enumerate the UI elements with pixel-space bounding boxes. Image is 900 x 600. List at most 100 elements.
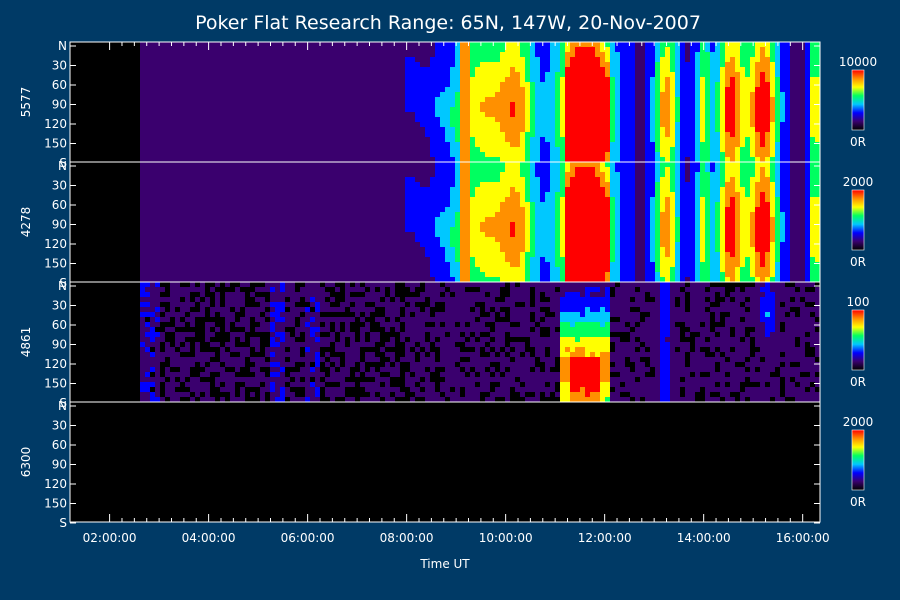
heatmap-cell — [480, 167, 485, 172]
heatmap-cell — [505, 97, 510, 102]
heatmap-cell — [425, 147, 430, 152]
heatmap-cell — [510, 87, 515, 92]
heatmap-cell — [410, 162, 415, 167]
heatmap-cell — [435, 77, 440, 82]
heatmap-cell — [720, 82, 725, 87]
heatmap-cell — [430, 47, 435, 52]
heatmap-cell — [285, 77, 290, 82]
heatmap-cell — [180, 152, 185, 157]
heatmap-cell — [175, 177, 180, 182]
heatmap-cell — [540, 102, 545, 107]
heatmap-cell — [430, 117, 435, 122]
heatmap-cell — [290, 52, 295, 57]
heatmap-cell — [780, 147, 785, 152]
heatmap-cell — [530, 142, 535, 147]
heatmap-cell — [805, 132, 810, 137]
heatmap-cell — [720, 132, 725, 137]
heatmap-cell — [625, 82, 630, 87]
heatmap-cell — [400, 197, 405, 202]
heatmap-cell — [295, 107, 300, 112]
heatmap-cell — [400, 132, 405, 137]
heatmap-cell — [395, 57, 400, 62]
heatmap-cell — [660, 82, 665, 87]
heatmap-cell — [260, 187, 265, 192]
heatmap-cell — [340, 62, 345, 67]
heatmap-cell — [295, 152, 300, 157]
heatmap-cell — [460, 192, 465, 197]
heatmap-cell — [180, 132, 185, 137]
heatmap-cell — [180, 77, 185, 82]
heatmap-cell — [320, 202, 325, 207]
heatmap-cell — [305, 122, 310, 127]
heatmap-cell — [380, 207, 385, 212]
heatmap-cell — [510, 107, 515, 112]
heatmap-cell — [555, 67, 560, 72]
heatmap-cell — [615, 122, 620, 127]
heatmap-cell — [690, 62, 695, 67]
heatmap-cell — [655, 52, 660, 57]
heatmap-cell — [460, 212, 465, 217]
heatmap-cell — [310, 187, 315, 192]
heatmap-cell — [580, 97, 585, 102]
heatmap-cell — [280, 142, 285, 147]
heatmap-cell — [370, 202, 375, 207]
heatmap-cell — [680, 67, 685, 72]
heatmap-cell — [355, 77, 360, 82]
heatmap-cell — [755, 97, 760, 102]
heatmap-cell — [260, 207, 265, 212]
heatmap-cell — [610, 57, 615, 62]
heatmap-cell — [330, 87, 335, 92]
heatmap-cell — [760, 92, 765, 97]
heatmap-cell — [540, 72, 545, 77]
heatmap-cell — [800, 92, 805, 97]
heatmap-cell — [230, 182, 235, 187]
heatmap-cell — [150, 227, 155, 232]
heatmap-cell — [530, 137, 535, 142]
heatmap-cell — [780, 122, 785, 127]
heatmap-cell — [280, 67, 285, 72]
heatmap-cell — [380, 187, 385, 192]
heatmap-cell — [240, 162, 245, 167]
heatmap-cell — [570, 97, 575, 102]
heatmap-cell — [425, 177, 430, 182]
heatmap-cell — [300, 182, 305, 187]
heatmap-cell — [465, 237, 470, 242]
heatmap-cell — [185, 92, 190, 97]
heatmap-cell — [440, 42, 445, 47]
heatmap-cell — [395, 177, 400, 182]
heatmap-cell — [230, 47, 235, 52]
heatmap-cell — [415, 62, 420, 67]
heatmap-cell — [225, 167, 230, 172]
heatmap-cell — [380, 177, 385, 182]
heatmap-cell — [760, 67, 765, 72]
heatmap-cell — [250, 87, 255, 92]
heatmap-cell — [165, 137, 170, 142]
heatmap-cell — [290, 42, 295, 47]
heatmap-cell — [150, 97, 155, 102]
heatmap-cell — [645, 132, 650, 137]
heatmap-cell — [435, 217, 440, 222]
heatmap-cell — [725, 72, 730, 77]
heatmap-cell — [220, 142, 225, 147]
heatmap-cell — [260, 217, 265, 222]
heatmap-cell — [445, 167, 450, 172]
heatmap-cell — [430, 267, 435, 272]
heatmap-cell — [155, 67, 160, 72]
heatmap-cell — [460, 47, 465, 52]
heatmap-cell — [730, 62, 735, 67]
heatmap-cell — [570, 107, 575, 112]
heatmap-cell — [455, 207, 460, 212]
heatmap-cell — [450, 192, 455, 197]
heatmap-cell — [250, 137, 255, 142]
heatmap-cell — [700, 87, 705, 92]
heatmap-cell — [140, 172, 145, 177]
heatmap-cell — [465, 47, 470, 52]
heatmap-cell — [200, 197, 205, 202]
heatmap-cell — [655, 152, 660, 157]
heatmap-cell — [260, 67, 265, 72]
heatmap-cell — [470, 237, 475, 242]
heatmap-cell — [290, 257, 295, 262]
heatmap-cell — [620, 42, 625, 47]
heatmap-cell — [345, 117, 350, 122]
heatmap-cell — [350, 167, 355, 172]
